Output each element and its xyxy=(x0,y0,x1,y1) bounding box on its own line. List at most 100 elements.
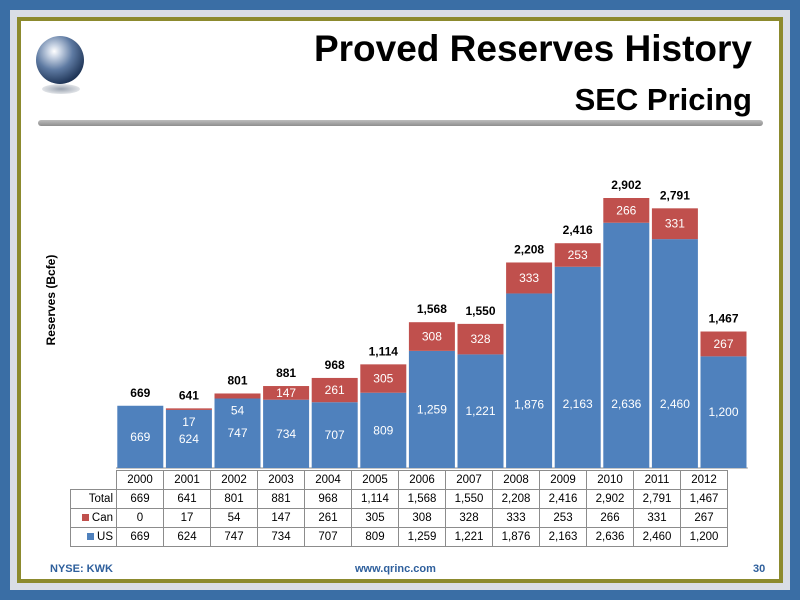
table-total-2006: 1,568 xyxy=(398,489,446,509)
total-value-label-2000: 669 xyxy=(130,386,150,400)
total-value-label-2012: 1,467 xyxy=(708,312,738,326)
table-can-2001: 17 xyxy=(163,508,211,528)
us-value-label-2008: 1,876 xyxy=(514,398,544,412)
bar-can-2003 xyxy=(263,386,310,400)
table-us-2003: 734 xyxy=(257,527,305,547)
bar-us-2008 xyxy=(506,293,553,468)
table-total-2002: 801 xyxy=(210,489,258,509)
bar-us-2001 xyxy=(165,409,212,468)
bar-can-2002 xyxy=(214,393,261,399)
table-us-2012: 1,200 xyxy=(680,527,728,547)
slide-title: Proved Reserves History xyxy=(313,28,752,69)
footer-ticker: NYSE: KWK xyxy=(50,563,113,575)
total-value-label-2003: 881 xyxy=(276,366,296,380)
table-us-2001: 624 xyxy=(163,527,211,547)
row-label-can: Can xyxy=(70,508,117,528)
table-year-2001: 2001 xyxy=(163,470,211,490)
can-value-label-2007: 328 xyxy=(470,332,490,346)
table-year-2007: 2007 xyxy=(445,470,493,490)
total-value-label-2007: 1,550 xyxy=(465,304,495,318)
table-row-can: Can 0 17 54 147 261 305 308 328 333 253 266 331 267 xyxy=(70,508,728,528)
table-year-2005: 2005 xyxy=(351,470,399,490)
bar-us-2004 xyxy=(311,402,358,468)
table-year-2004: 2004 xyxy=(304,470,352,490)
total-value-label-2004: 968 xyxy=(325,358,345,372)
data-table: 2000 2001 2002 2003 2004 2005 2006 2007 2008 2009… xyxy=(70,470,728,547)
can-value-label-2008: 333 xyxy=(519,271,539,285)
table-can-2009: 253 xyxy=(539,508,587,528)
table-can-2006: 308 xyxy=(398,508,446,528)
table-year-2009: 2009 xyxy=(539,470,587,490)
table-can-2005: 305 xyxy=(351,508,399,528)
can-legend-swatch xyxy=(81,514,89,522)
bar-us-2002 xyxy=(214,398,261,468)
bar-us-2009 xyxy=(554,266,601,468)
table-us-2009: 2,163 xyxy=(539,527,587,547)
table-header-row: 2000 2001 2002 2003 2004 2005 2006 2007 2008 2009… xyxy=(71,470,728,490)
table-total-2010: 2,902 xyxy=(586,489,634,509)
title-divider xyxy=(38,120,763,126)
total-value-label-2002: 801 xyxy=(227,373,247,387)
bar-us-2011 xyxy=(651,239,698,468)
can-value-label-2004: 261 xyxy=(325,383,345,397)
table-can-2010: 266 xyxy=(586,508,634,528)
row-label-total: Total xyxy=(70,489,117,509)
can-value-label-2006: 308 xyxy=(422,330,442,344)
can-value-label-2009: 253 xyxy=(568,248,588,262)
table-can-2004: 261 xyxy=(304,508,352,528)
table-can-2002: 54 xyxy=(210,508,258,528)
us-value-label-2010: 2,636 xyxy=(611,397,641,411)
table-can-2000: 0 xyxy=(116,508,164,528)
table-can-2008: 333 xyxy=(492,508,540,528)
table-year-2008: 2008 xyxy=(492,470,540,490)
table-total-2008: 2,208 xyxy=(492,489,540,509)
table-total-2007: 1,550 xyxy=(445,489,493,509)
can-value-label-2010: 266 xyxy=(616,203,636,217)
bar-can-2011 xyxy=(651,208,698,240)
us-value-label-2012: 1,200 xyxy=(708,405,738,419)
y-axis-label: Reserves (Bcfe) xyxy=(44,255,58,346)
table-us-2002: 747 xyxy=(210,527,258,547)
us-value-label-2006: 1,259 xyxy=(417,402,447,416)
table-us-2007: 1,221 xyxy=(445,527,493,547)
bar-us-2012 xyxy=(700,356,747,468)
us-value-label-2009: 2,163 xyxy=(563,397,593,411)
bar-can-2001 xyxy=(165,408,212,410)
bar-us-2000 xyxy=(117,405,164,468)
table-year-2000: 2000 xyxy=(116,470,164,490)
total-value-label-2005: 1,114 xyxy=(369,344,399,358)
table-row-total: Total 669 641 801 881 968 1,114 1,568 1,550 2,20… xyxy=(70,489,728,509)
table-total-2005: 1,114 xyxy=(351,489,399,509)
us-value-label-2001: 624 xyxy=(179,432,199,446)
bar-us-2010 xyxy=(603,222,650,468)
bar-us-2003 xyxy=(263,399,310,468)
bar-can-2012 xyxy=(700,331,747,357)
table-total-2011: 2,791 xyxy=(633,489,681,509)
globe-logo-icon xyxy=(36,36,84,84)
us-value-label-2007: 1,221 xyxy=(465,404,495,418)
total-value-label-2008: 2,208 xyxy=(514,242,544,256)
bar-can-2008 xyxy=(506,262,553,294)
table-year-2010: 2010 xyxy=(586,470,634,490)
table-row-us: US 669 624 747 734 707 809 1,259 1,221 1,876 2,16… xyxy=(70,527,728,547)
can-value-label-2002: 54 xyxy=(231,403,245,417)
table-year-2003: 2003 xyxy=(257,470,305,490)
bar-us-2006 xyxy=(408,350,455,468)
table-total-2012: 1,467 xyxy=(680,489,728,509)
us-value-label-2000: 669 xyxy=(130,430,150,444)
table-year-2006: 2006 xyxy=(398,470,446,490)
us-value-label-2002: 747 xyxy=(227,426,247,440)
bar-can-2007 xyxy=(457,323,504,355)
table-us-2008: 1,876 xyxy=(492,527,540,547)
table-year-2002: 2002 xyxy=(210,470,258,490)
can-value-label-2003: 147 xyxy=(276,386,296,400)
table-can-2003: 147 xyxy=(257,508,305,528)
table-total-2004: 968 xyxy=(304,489,352,509)
table-us-2011: 2,460 xyxy=(633,527,681,547)
bar-can-2005 xyxy=(360,364,407,393)
total-value-label-2006: 1,568 xyxy=(417,302,447,316)
slide-subtitle: SEC Pricing xyxy=(574,82,752,117)
bar-can-2009 xyxy=(554,243,601,267)
